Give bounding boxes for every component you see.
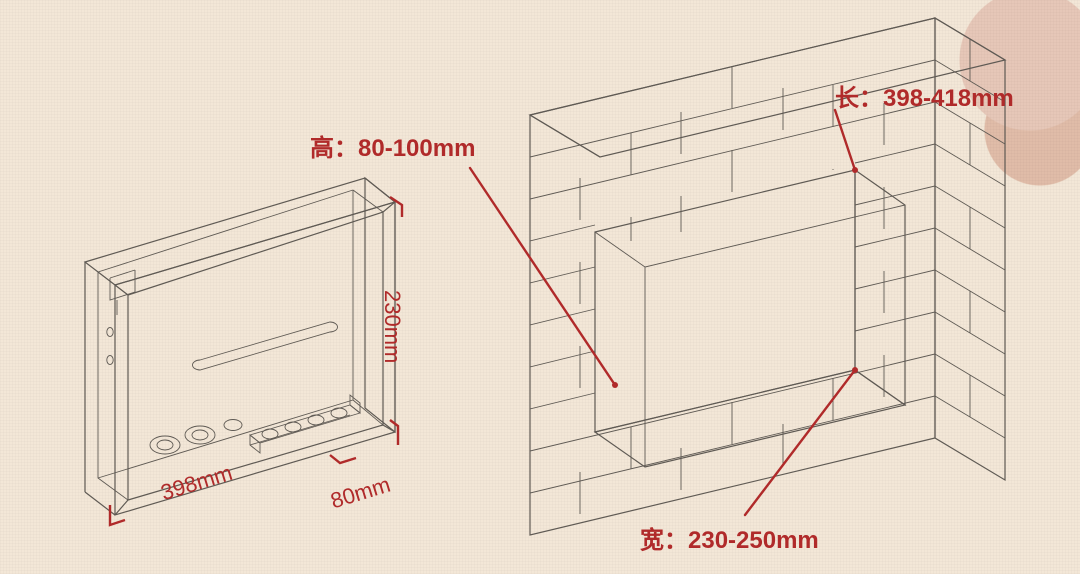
- dim-box-height: 230mm: [379, 290, 405, 363]
- callout-width: 宽：230-250mm: [640, 520, 819, 555]
- box-drawing: [85, 178, 395, 515]
- callout-height: 高：80-100mm: [310, 128, 475, 163]
- box-dim-markers: [110, 197, 402, 525]
- callout-length-val: 398-418mm: [883, 85, 1014, 112]
- callout-height-key: 高：: [310, 135, 358, 162]
- callout-height-val: 80-100mm: [358, 135, 475, 162]
- callout-length: 长：398-418mm: [835, 78, 1014, 113]
- callout-lines: [470, 110, 858, 515]
- callout-width-val: 230-250mm: [688, 527, 819, 554]
- callout-width-key: 宽：: [640, 527, 688, 554]
- callout-length-key: 长：: [835, 85, 883, 112]
